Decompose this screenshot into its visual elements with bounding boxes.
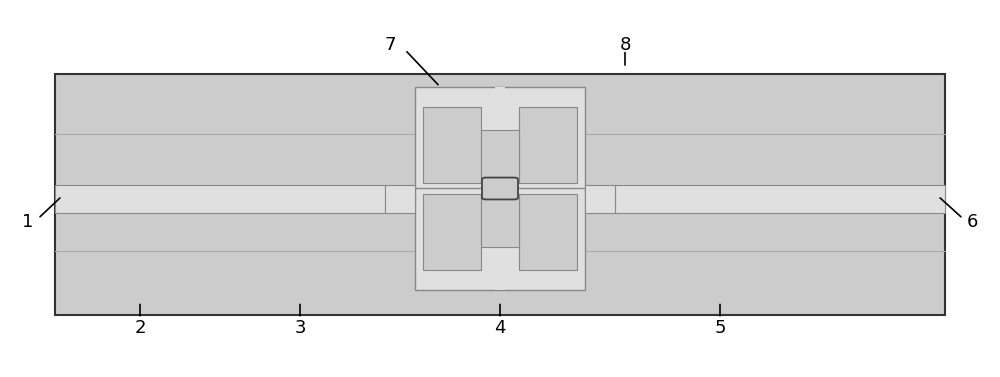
Text: 4: 4 [494, 319, 506, 337]
Bar [519, 107, 577, 183]
Text: 2: 2 [134, 319, 146, 337]
Bar [385, 185, 415, 213]
Bar [615, 185, 945, 213]
Bar [519, 194, 577, 270]
Text: 5: 5 [714, 319, 726, 337]
Bar [481, 194, 519, 247]
Bar [481, 130, 519, 183]
Bar [415, 188, 585, 290]
Bar [585, 185, 615, 213]
Bar [423, 107, 481, 183]
Text: 8: 8 [619, 36, 631, 54]
Text: 1: 1 [22, 213, 33, 231]
Text: 7: 7 [384, 36, 396, 54]
Bar [55, 74, 945, 315]
FancyBboxPatch shape [482, 178, 518, 199]
Bar [55, 185, 385, 213]
Text: 3: 3 [294, 319, 306, 337]
Bar [423, 194, 481, 270]
Bar [495, 87, 505, 290]
Text: 6: 6 [967, 213, 978, 231]
Bar [415, 87, 585, 188]
